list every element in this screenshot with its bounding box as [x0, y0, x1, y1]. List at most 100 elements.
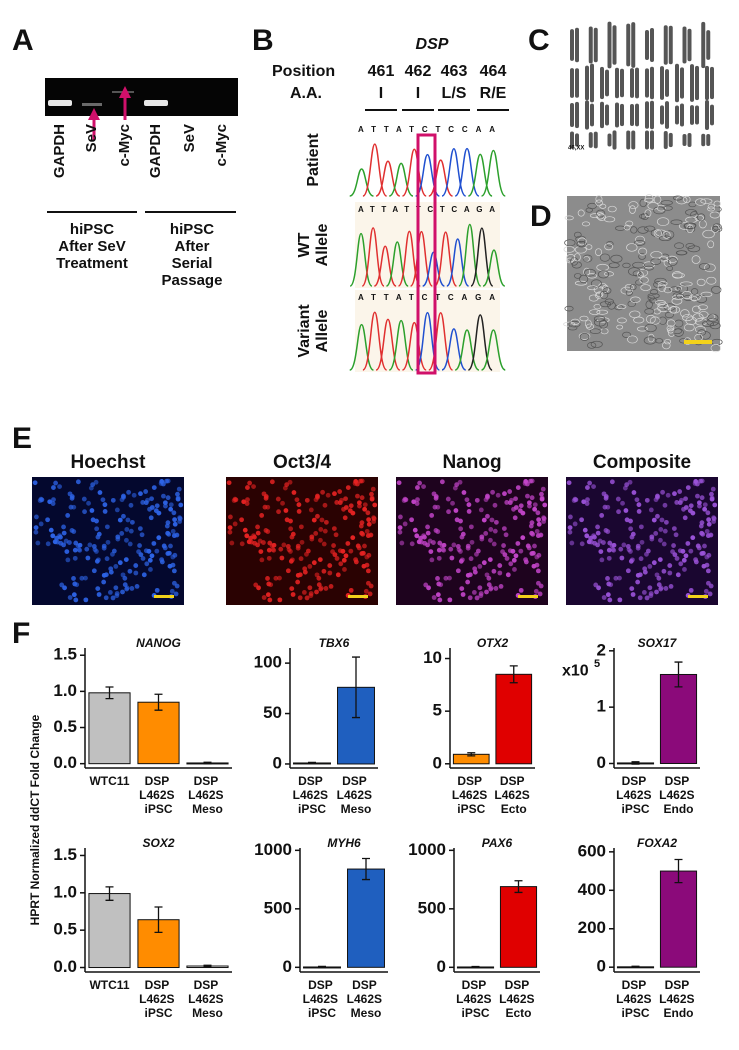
- nucleus: [711, 516, 717, 522]
- nucleus: [170, 562, 176, 568]
- nucleus: [515, 541, 521, 546]
- nucleus: [592, 540, 598, 546]
- nucleus: [484, 589, 489, 595]
- cell: [712, 223, 722, 231]
- nucleus: [628, 526, 634, 532]
- nucleus: [296, 502, 302, 508]
- chromosome: [588, 26, 593, 64]
- nucleus: [508, 561, 514, 567]
- nucleus: [103, 572, 109, 578]
- cell: [672, 195, 683, 201]
- nucleus: [362, 506, 368, 512]
- cell: [576, 240, 586, 247]
- nucleus: [584, 533, 590, 539]
- nucleus: [458, 558, 464, 564]
- nucleus: [352, 481, 358, 486]
- nucleus: [278, 546, 284, 552]
- nucleus: [513, 505, 519, 510]
- nucleus: [148, 515, 154, 521]
- nucleus: [164, 523, 170, 529]
- cell: [709, 211, 721, 219]
- trace-peak: [401, 321, 427, 371]
- nucleus: [137, 543, 142, 548]
- cell: [563, 246, 575, 253]
- nucleus: [356, 500, 362, 506]
- y-tick-label: 500: [418, 898, 446, 917]
- nucleus: [168, 506, 174, 512]
- nucleus: [507, 548, 513, 554]
- nucleus: [599, 513, 605, 518]
- nucleus: [468, 556, 474, 562]
- nucleus: [465, 545, 471, 551]
- cell: [698, 311, 709, 319]
- nucleus: [699, 495, 705, 501]
- nucleus: [663, 519, 669, 525]
- nucleus: [706, 517, 712, 523]
- nucleus: [298, 524, 304, 530]
- nucleus: [426, 585, 431, 591]
- cell: [573, 253, 581, 262]
- nucleus: [582, 527, 588, 533]
- nucleus: [466, 509, 472, 514]
- nucleus: [74, 582, 80, 588]
- chromosome: [650, 100, 654, 130]
- trace-peak: [467, 153, 493, 197]
- cell: [710, 344, 722, 353]
- x-tick-label: DSP L462S iPSC: [452, 774, 491, 816]
- nucleus: [611, 547, 617, 553]
- nucleus: [637, 572, 643, 578]
- nucleus: [33, 529, 39, 535]
- x-tick-label: WTC11: [89, 774, 129, 788]
- cell: [608, 262, 620, 269]
- nucleus: [458, 549, 463, 554]
- nucleus: [479, 534, 485, 540]
- panel-label: E: [12, 422, 32, 455]
- cell: [633, 240, 646, 246]
- nucleus: [613, 575, 619, 581]
- cell: [664, 339, 672, 345]
- panel-label: C: [528, 24, 550, 57]
- nucleus: [461, 490, 467, 495]
- nucleus: [71, 592, 77, 598]
- nucleus: [398, 514, 403, 520]
- nucleus: [682, 515, 688, 521]
- nucleus: [579, 517, 584, 523]
- chromosome: [635, 67, 639, 99]
- bar: [659, 673, 698, 764]
- nucleus: [362, 543, 367, 549]
- group-label: Passage: [162, 272, 223, 289]
- nucleus: [101, 545, 107, 551]
- y-tick-label: 200: [578, 918, 606, 937]
- nucleus: [79, 575, 85, 581]
- nucleus: [662, 528, 668, 534]
- nucleus: [397, 525, 403, 530]
- nucleus: [318, 527, 324, 532]
- track-label: Variant: [296, 304, 313, 358]
- cell: [667, 327, 675, 334]
- cell: [700, 198, 713, 204]
- nucleus: [459, 586, 465, 591]
- nucleus: [328, 583, 334, 589]
- chromosome: [710, 66, 714, 100]
- nucleus: [95, 534, 101, 540]
- cell: [685, 209, 698, 216]
- cell: [595, 209, 606, 218]
- scale-bar: [348, 595, 368, 598]
- nucleus: [302, 569, 308, 575]
- nucleus: [63, 538, 69, 544]
- nucleus: [337, 548, 343, 554]
- nucleus: [651, 560, 657, 566]
- cell: [639, 198, 647, 208]
- nucleus: [501, 543, 506, 548]
- nucleus: [688, 503, 694, 509]
- cell: [666, 265, 674, 271]
- error-bar: [318, 965, 326, 969]
- nucleus: [688, 587, 694, 593]
- nucleus: [247, 480, 253, 486]
- cell: [707, 240, 715, 249]
- nucleus: [81, 496, 87, 502]
- chromosome: [705, 65, 709, 101]
- panel-label: A: [12, 24, 34, 57]
- chart-title: SOX2: [142, 836, 174, 850]
- nucleus: [415, 485, 420, 490]
